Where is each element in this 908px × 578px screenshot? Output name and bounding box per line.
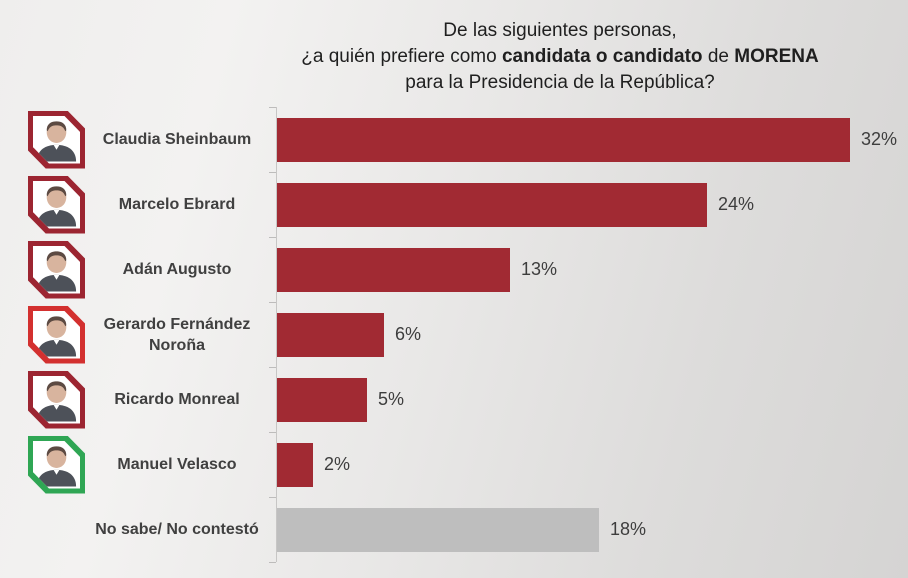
person-silhouette-icon bbox=[36, 250, 77, 292]
result-value: 6% bbox=[395, 324, 422, 344]
poll-question-line1: De las siguientes personas, bbox=[443, 20, 677, 41]
candidate-photo bbox=[33, 245, 80, 294]
candidate-name: Marcelo Ebrard bbox=[118, 196, 236, 213]
candidate-name: Claudia Sheinbaum bbox=[102, 131, 252, 148]
candidate-photo-badge bbox=[28, 175, 85, 234]
poll-question-line2-mid: de bbox=[702, 46, 735, 67]
candidate-photo-badge bbox=[28, 305, 85, 364]
result-bar bbox=[277, 117, 850, 162]
result-value: 18% bbox=[610, 519, 647, 539]
axis-tick bbox=[269, 497, 276, 498]
candidate-name: Adán Augusto bbox=[122, 261, 232, 278]
candidate-photo bbox=[33, 115, 80, 164]
candidate-photo bbox=[33, 180, 80, 229]
result-bar bbox=[277, 442, 313, 487]
person-silhouette-icon bbox=[36, 380, 77, 422]
result-bar bbox=[277, 377, 367, 422]
person-silhouette-icon bbox=[36, 120, 77, 162]
axis-tick bbox=[269, 367, 276, 368]
axis-tick bbox=[269, 562, 276, 563]
result-value: 32% bbox=[861, 129, 898, 149]
candidate-name: Gerardo Fernández Noroña bbox=[103, 315, 251, 354]
result-bar bbox=[277, 247, 510, 292]
person-silhouette-icon bbox=[36, 315, 77, 357]
axis-tick bbox=[269, 237, 276, 238]
result-bar bbox=[277, 312, 384, 357]
person-silhouette-icon bbox=[36, 185, 77, 227]
poll-question-line2-bold2: MORENA bbox=[734, 46, 819, 67]
axis-tick bbox=[269, 172, 276, 173]
candidate-name: Manuel Velasco bbox=[117, 456, 237, 473]
candidate-photo-badge bbox=[28, 240, 85, 299]
result-value: 13% bbox=[521, 259, 558, 279]
poll-question-line2: ¿a quién prefiere como candidata o candi… bbox=[210, 44, 908, 70]
candidate-photo-badge bbox=[28, 435, 85, 494]
axis-tick bbox=[269, 432, 276, 433]
axis-tick bbox=[269, 302, 276, 303]
candidate-name: No sabe/ No contestó bbox=[95, 521, 259, 538]
result-value: 5% bbox=[378, 389, 405, 409]
candidate-photo bbox=[33, 310, 80, 359]
poll-question: De las siguientes personas, ¿a quién pre… bbox=[210, 18, 908, 96]
result-bar bbox=[277, 182, 707, 227]
candidate-name: Ricardo Monreal bbox=[114, 391, 240, 408]
poll-question-line2-bold1: candidata o candidato bbox=[501, 46, 703, 67]
axis-tick bbox=[269, 107, 276, 108]
person-silhouette-icon bbox=[36, 445, 77, 487]
candidate-photo bbox=[33, 375, 80, 424]
candidate-photo-badge bbox=[28, 110, 85, 169]
candidate-photo bbox=[33, 440, 80, 489]
poll-question-line2-text: ¿a quién prefiere como bbox=[301, 46, 502, 67]
candidate-photo-badge bbox=[28, 370, 85, 429]
category-axis bbox=[276, 107, 277, 562]
poll-question-line3: para la Presidencia de la República? bbox=[405, 72, 715, 93]
result-value: 2% bbox=[324, 454, 351, 474]
result-bar bbox=[277, 507, 599, 552]
result-value: 24% bbox=[718, 194, 755, 214]
